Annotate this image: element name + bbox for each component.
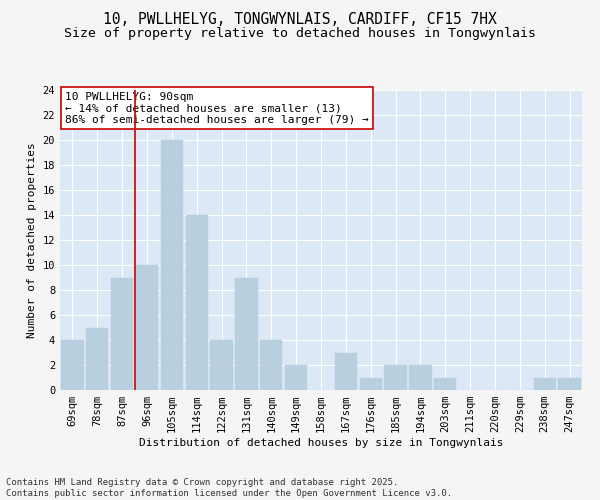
Y-axis label: Number of detached properties: Number of detached properties xyxy=(27,142,37,338)
Bar xyxy=(409,365,431,390)
Bar xyxy=(385,365,407,390)
Text: 10 PWLLHELYG: 90sqm
← 14% of detached houses are smaller (13)
86% of semi-detach: 10 PWLLHELYG: 90sqm ← 14% of detached ho… xyxy=(65,92,369,124)
Bar xyxy=(559,378,581,390)
Bar xyxy=(211,340,233,390)
Bar xyxy=(260,340,283,390)
X-axis label: Distribution of detached houses by size in Tongwynlais: Distribution of detached houses by size … xyxy=(139,438,503,448)
Text: Size of property relative to detached houses in Tongwynlais: Size of property relative to detached ho… xyxy=(64,28,536,40)
Bar xyxy=(335,352,357,390)
Bar xyxy=(185,215,208,390)
Bar xyxy=(285,365,307,390)
Bar xyxy=(61,340,83,390)
Bar xyxy=(136,265,158,390)
Text: 10, PWLLHELYG, TONGWYNLAIS, CARDIFF, CF15 7HX: 10, PWLLHELYG, TONGWYNLAIS, CARDIFF, CF1… xyxy=(103,12,497,28)
Bar xyxy=(359,378,382,390)
Bar xyxy=(235,278,257,390)
Bar xyxy=(161,140,183,390)
Bar xyxy=(111,278,133,390)
Bar xyxy=(86,328,109,390)
Text: Contains HM Land Registry data © Crown copyright and database right 2025.
Contai: Contains HM Land Registry data © Crown c… xyxy=(6,478,452,498)
Bar xyxy=(434,378,457,390)
Bar xyxy=(533,378,556,390)
